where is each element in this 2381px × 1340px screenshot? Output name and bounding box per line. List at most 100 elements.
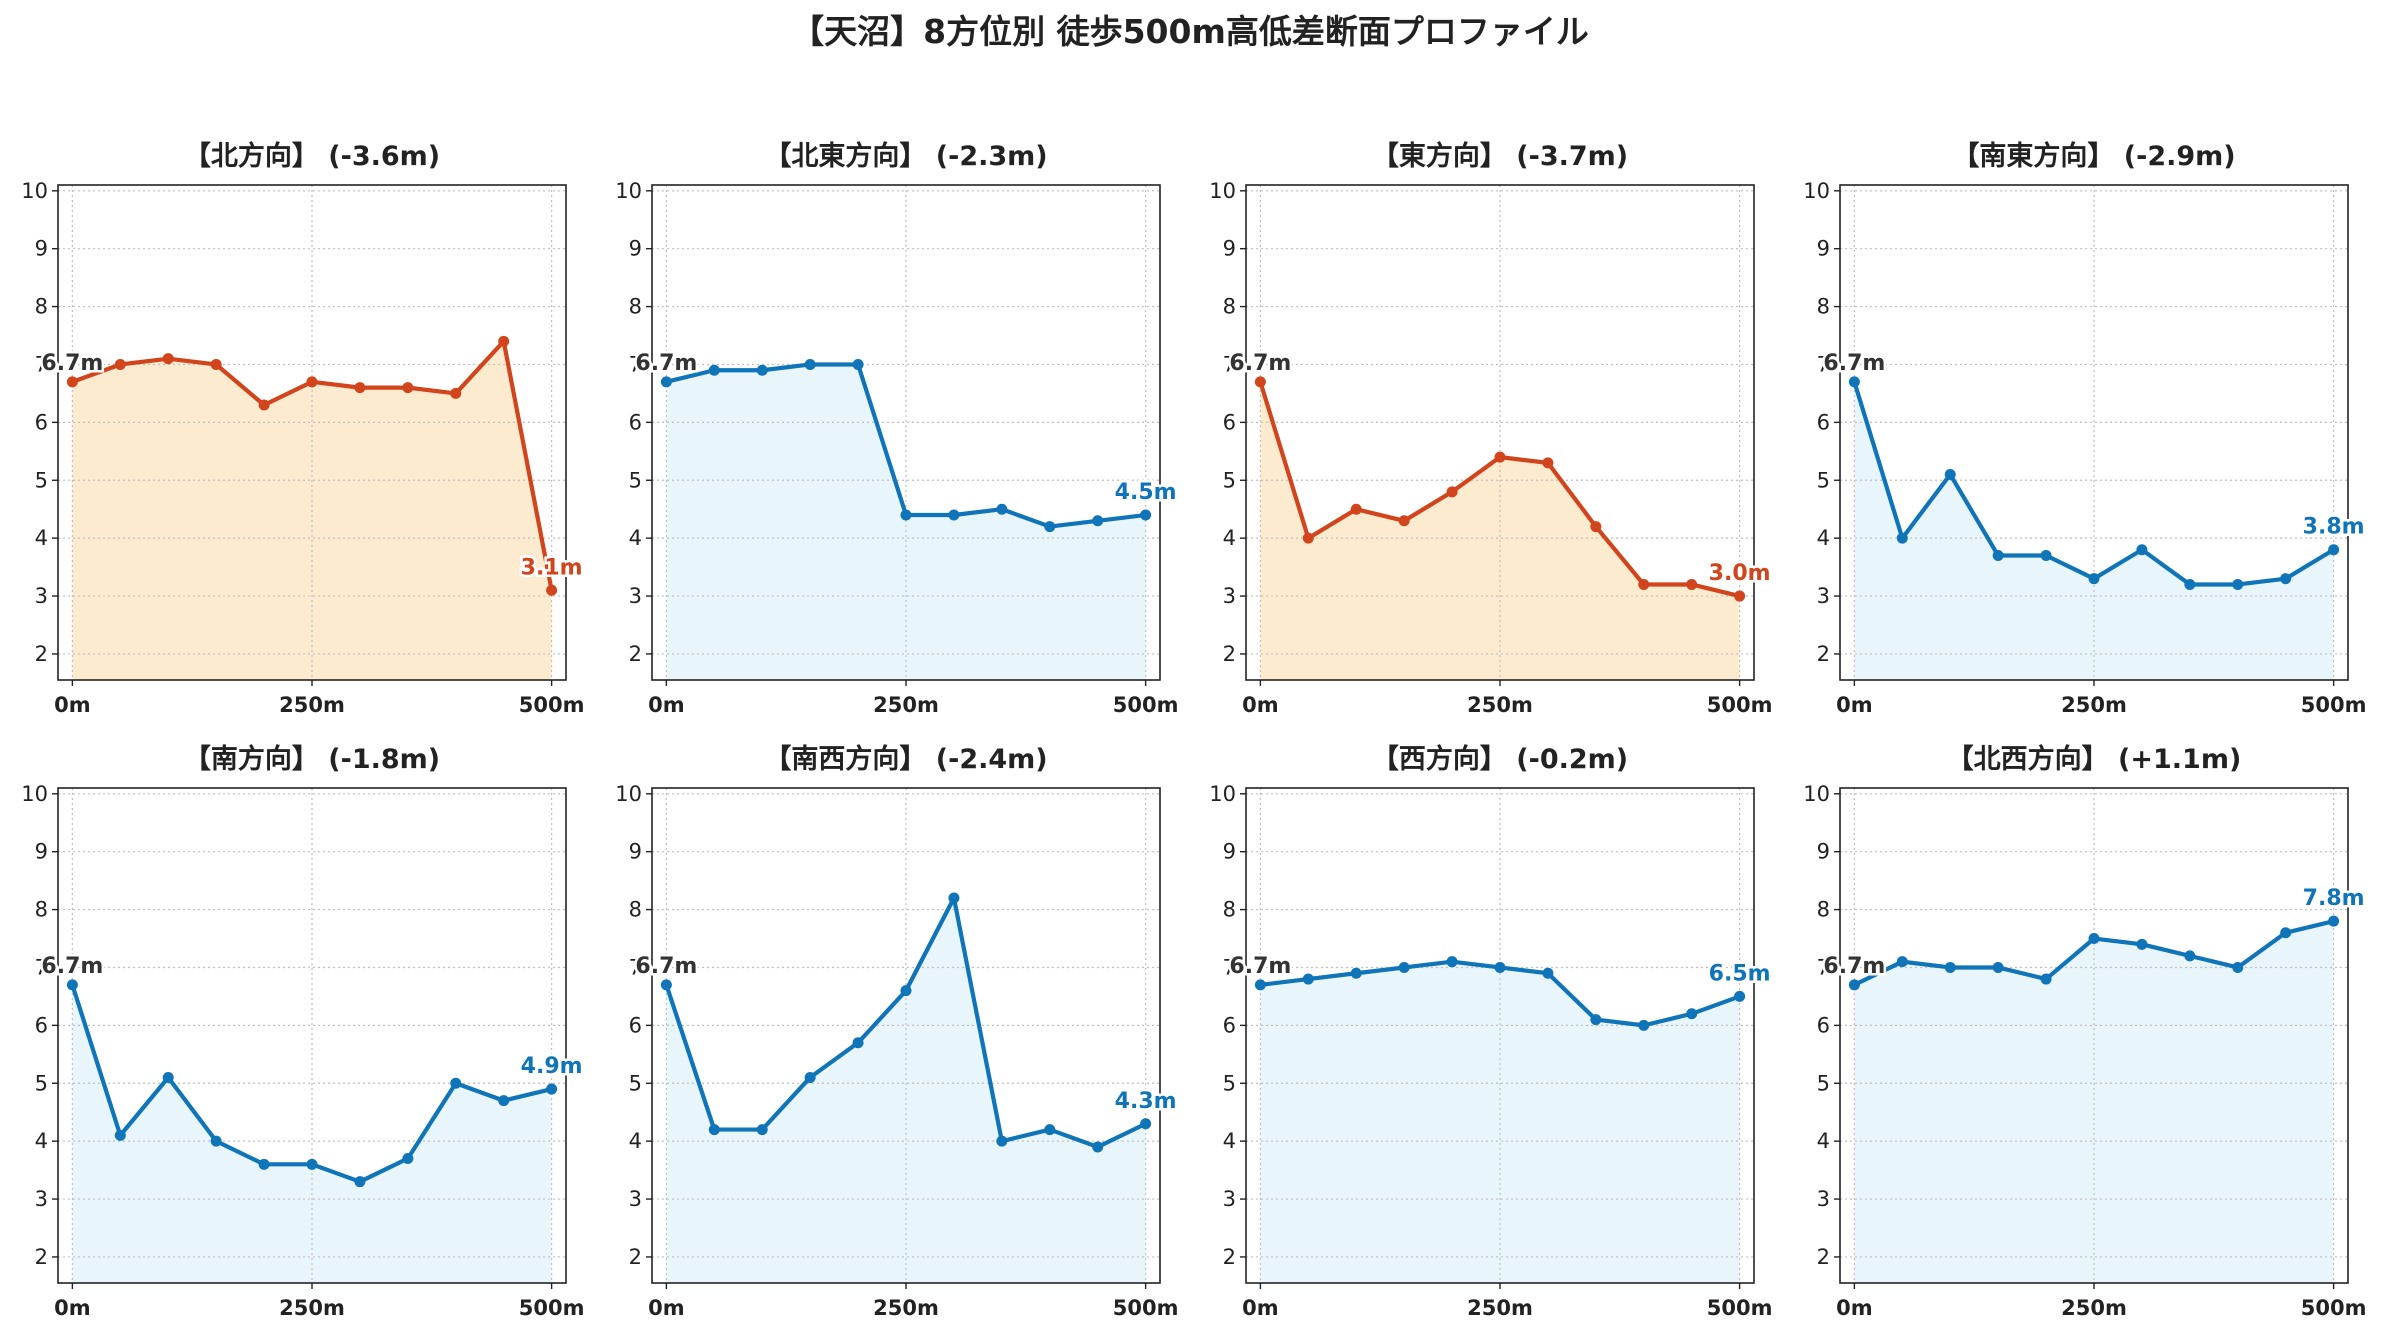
- y-tick-label: 4: [35, 1129, 48, 1153]
- data-point: [1992, 961, 2004, 973]
- data-point: [546, 1083, 558, 1095]
- y-tick-label: 6: [629, 410, 642, 434]
- data-point: [1542, 457, 1554, 469]
- data-point: [1848, 979, 1860, 991]
- data-point: [1398, 515, 1410, 527]
- data-point: [306, 1158, 318, 1170]
- x-tick-label: 0m: [54, 1296, 91, 1320]
- data-point: [2088, 933, 2100, 945]
- data-point: [2136, 544, 2148, 556]
- y-tick-label: 4: [629, 526, 642, 550]
- y-tick-label: 3: [629, 584, 642, 608]
- end-value-label: 7.8m: [2303, 886, 2365, 911]
- panel-title: 【北西方向】 (+1.1m): [1947, 743, 2242, 775]
- start-value-label: 6.7m: [635, 351, 697, 376]
- profile-panel-1: 2 3 4 5 6 7 8 9 10 0m 250m 500m 【北東方向】 (-2.3m) 6.7m 4.…: [615, 140, 1179, 717]
- start-value-label: 6.7m: [1823, 351, 1885, 376]
- data-point: [1350, 967, 1362, 979]
- y-tick-label: 6: [1223, 1013, 1236, 1037]
- panel-title: 【東方向】 (-3.7m): [1372, 140, 1628, 172]
- data-point: [804, 358, 816, 370]
- x-tick-label: 0m: [1242, 693, 1279, 717]
- data-point: [1848, 376, 1860, 388]
- data-point: [1398, 961, 1410, 973]
- data-point: [498, 335, 510, 347]
- data-point: [1686, 1008, 1698, 1020]
- x-tick-label: 250m: [873, 693, 939, 717]
- panel-title: 【南方向】 (-1.8m): [184, 743, 440, 775]
- y-tick-label: 6: [35, 410, 48, 434]
- y-tick-label: 2: [629, 1245, 642, 1269]
- data-point: [66, 376, 78, 388]
- y-tick-label: 8: [629, 295, 642, 319]
- data-point: [2184, 950, 2196, 962]
- start-value-label: 6.7m: [635, 954, 697, 979]
- data-point: [996, 1135, 1008, 1147]
- end-value-label: 3.0m: [1709, 561, 1771, 586]
- data-point: [1944, 468, 1956, 480]
- y-tick-label: 5: [35, 468, 48, 492]
- start-value-label: 6.7m: [1823, 954, 1885, 979]
- data-point: [948, 509, 960, 521]
- y-tick-label: 7: [1223, 352, 1236, 376]
- data-point: [1446, 956, 1458, 968]
- data-point: [66, 979, 78, 991]
- y-tick-label: 2: [1817, 1245, 1830, 1269]
- data-point: [1638, 578, 1650, 590]
- data-point: [450, 387, 462, 399]
- data-point: [2328, 915, 2340, 927]
- x-tick-label: 250m: [279, 693, 345, 717]
- y-tick-label: 8: [629, 898, 642, 922]
- area-fill: [666, 898, 1146, 1283]
- y-tick-label: 5: [35, 1071, 48, 1095]
- panel-title: 【南西方向】 (-2.4m): [764, 743, 1047, 775]
- end-value-label: 6.5m: [1709, 961, 1771, 986]
- y-tick-label: 4: [1817, 526, 1830, 550]
- y-tick-label: 7: [35, 352, 48, 376]
- y-tick-label: 10: [1209, 782, 1236, 806]
- data-point: [1992, 550, 2004, 562]
- y-tick-label: 2: [1223, 1245, 1236, 1269]
- x-tick-label: 500m: [2301, 693, 2367, 717]
- area-fill: [1854, 381, 2334, 680]
- x-tick-label: 500m: [1707, 1296, 1773, 1320]
- start-value-label: 6.7m: [1229, 351, 1291, 376]
- start-value-label: 6.7m: [41, 954, 103, 979]
- x-tick-label: 500m: [519, 1296, 585, 1320]
- y-tick-label: 9: [1223, 840, 1236, 864]
- data-point: [2136, 938, 2148, 950]
- data-point: [354, 1176, 366, 1188]
- x-tick-label: 0m: [1836, 1296, 1873, 1320]
- data-point: [2040, 550, 2052, 562]
- y-tick-label: 3: [35, 1187, 48, 1211]
- y-tick-label: 4: [1223, 526, 1236, 550]
- panel-title: 【北東方向】 (-2.3m): [764, 140, 1047, 172]
- y-tick-label: 2: [35, 642, 48, 666]
- data-point: [162, 353, 174, 365]
- y-tick-label: 2: [1817, 642, 1830, 666]
- data-point: [1638, 1019, 1650, 1031]
- data-point: [1140, 509, 1152, 521]
- data-point: [354, 382, 366, 394]
- data-point: [996, 503, 1008, 515]
- data-point: [1302, 973, 1314, 985]
- y-tick-label: 4: [629, 1129, 642, 1153]
- y-tick-label: 10: [1803, 782, 1830, 806]
- end-value-label: 4.3m: [1115, 1089, 1177, 1114]
- data-point: [114, 1129, 126, 1141]
- y-tick-label: 7: [1817, 352, 1830, 376]
- data-point: [1686, 578, 1698, 590]
- y-tick-label: 10: [615, 782, 642, 806]
- data-point: [708, 1124, 720, 1136]
- x-tick-label: 0m: [54, 693, 91, 717]
- data-point: [1542, 967, 1554, 979]
- data-point: [1590, 521, 1602, 533]
- x-tick-label: 250m: [873, 1296, 939, 1320]
- data-point: [306, 376, 318, 388]
- data-point: [1590, 1014, 1602, 1026]
- x-tick-label: 0m: [1242, 1296, 1279, 1320]
- x-tick-label: 0m: [1836, 693, 1873, 717]
- y-tick-label: 9: [629, 237, 642, 261]
- profile-panel-2: 2 3 4 5 6 7 8 9 10 0m 250m 500m 【東方向】 (-3.7m) 6.7m 3.0…: [1209, 140, 1773, 717]
- y-tick-label: 10: [1209, 179, 1236, 203]
